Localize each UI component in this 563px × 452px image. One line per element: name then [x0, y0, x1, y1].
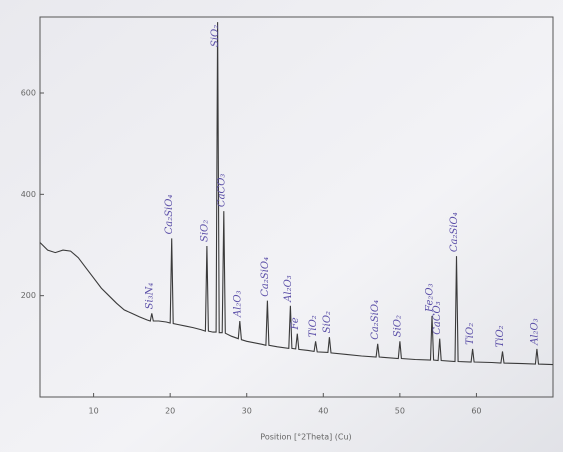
diffraction-line	[39, 22, 554, 366]
x-tick-label: 50	[395, 407, 405, 416]
peak-annotation: Al₂O₃	[529, 318, 540, 346]
x-tick-label: 60	[471, 407, 481, 416]
peak-annotation: Ca₂SiO₄	[260, 257, 271, 297]
peak-annotation: TiO₂	[308, 315, 319, 337]
y-tick-label: 600	[21, 89, 36, 98]
peak-annotation: CaCO₃	[216, 174, 227, 207]
peak-annotation: Al₂O₃	[283, 275, 294, 303]
peak-annotation: SiO₂	[392, 315, 403, 337]
peak-annotation: CaCO₃	[432, 301, 443, 334]
peak-annotation: TiO₂	[495, 325, 506, 347]
peak-annotation: Fe₂O₃	[425, 283, 436, 313]
peak-annotation: Si₃N₄	[144, 283, 155, 310]
x-tick-label: 30	[242, 407, 252, 416]
peak-annotation: Ca₂SiO₄	[370, 300, 381, 340]
peak-annotation: SiO₂	[322, 311, 333, 333]
x-axis-label: Position [°2Theta] (Cu)	[260, 433, 351, 442]
peak-annotation: Fe	[290, 317, 301, 330]
y-tick-label: 400	[21, 190, 36, 199]
peak-annotation: SiO₂	[199, 220, 210, 242]
peak-annotation: TiO₂	[465, 323, 476, 345]
peak-annotation: Ca₂SiO₄	[164, 195, 175, 235]
y-tick-label: 200	[21, 291, 36, 300]
x-tick-label: 10	[89, 407, 99, 416]
peak-annotation: Ca₂SiO₄	[449, 212, 460, 252]
peak-annotation: SiO₂	[210, 25, 221, 47]
x-tick-label: 40	[318, 407, 328, 416]
x-tick-label: 20	[165, 407, 175, 416]
peak-annotation: Al₂O₃	[232, 290, 243, 318]
plot-frame	[39, 16, 554, 398]
